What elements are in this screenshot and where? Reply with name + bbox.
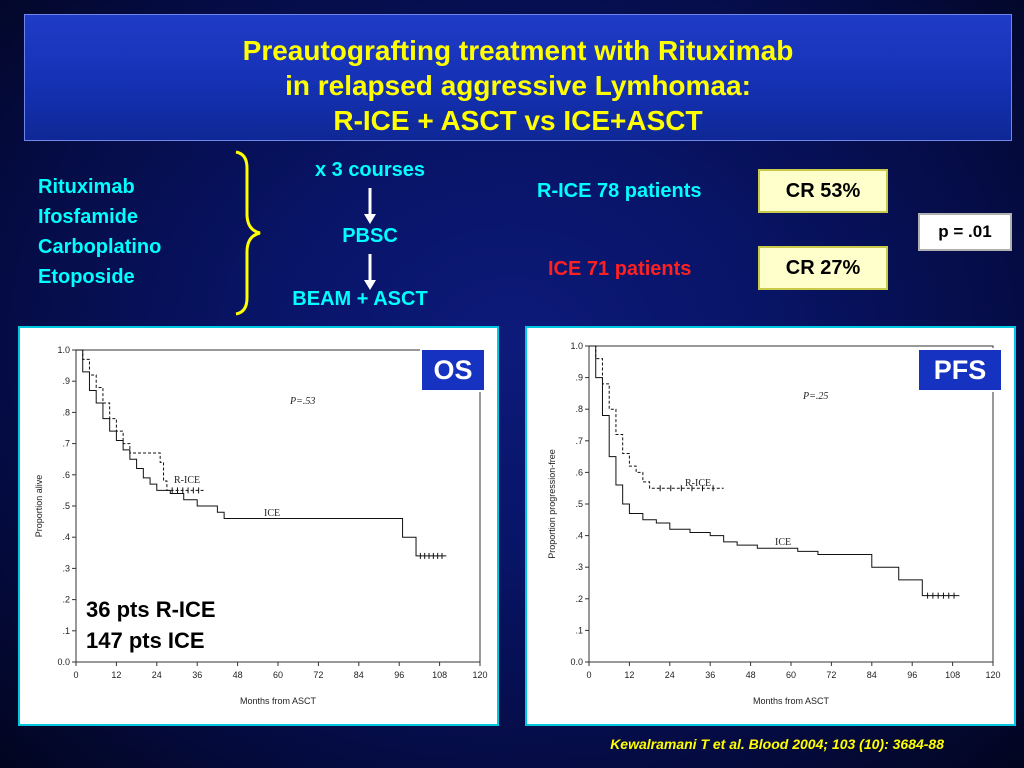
os-chart: 0.0 .1 .2 .3 .4 .5 .6 .7 .8 .9 1.0 0 12 24 36 48 60 72 84 9… bbox=[34, 345, 488, 706]
series-line-rice bbox=[76, 349, 204, 491]
x-tick-label: 84 bbox=[354, 670, 364, 680]
y-tick-label: 0.0 bbox=[57, 657, 70, 667]
x-tick-label: 108 bbox=[432, 670, 447, 680]
title-line-2: in relapsed aggressive Lymhomaa: bbox=[285, 70, 751, 101]
y-axis-label: Proportion alive bbox=[34, 475, 44, 538]
ice-arm-label: ICE 71 patients bbox=[548, 258, 692, 280]
y-tick-label: .1 bbox=[62, 626, 70, 636]
os-chart-panel: 0.0 .1 .2 .3 .4 .5 .6 .7 .8 .9 1.0 0 12 24 36 48 60 72 84 9… bbox=[18, 326, 499, 726]
pfs-tag: PFS bbox=[917, 348, 1003, 392]
arrow-down-icon bbox=[364, 254, 376, 290]
x-tick-label: 108 bbox=[945, 670, 960, 680]
y-tick-label: .6 bbox=[62, 470, 70, 480]
series-label: ICE bbox=[264, 508, 280, 519]
annotation-line: 147 pts ICE bbox=[86, 628, 205, 653]
y-tick-label: 1.0 bbox=[570, 341, 583, 351]
os-tag: OS bbox=[420, 348, 486, 392]
annotation-line: 36 pts R-ICE bbox=[86, 597, 216, 622]
x-tick-label: 96 bbox=[394, 670, 404, 680]
drug-item: Rituximab bbox=[38, 176, 135, 198]
y-tick-label: 1.0 bbox=[57, 345, 70, 355]
rice-arm-label: R-ICE 78 patients bbox=[537, 180, 702, 202]
patient-count-annotation: 36 pts R-ICE 147 pts ICE bbox=[86, 594, 216, 656]
y-tick-label: .5 bbox=[575, 499, 583, 509]
pfs-chart: 0.0 .1 .2 .3 .4 .5 .6 .7 .8 .9 1.0 0 12 24 36 48 60 72 84 9… bbox=[547, 341, 1001, 706]
drug-item: Carboplatino bbox=[38, 236, 162, 258]
x-tick-label: 0 bbox=[586, 670, 591, 680]
series-line-ice bbox=[589, 345, 960, 597]
y-tick-label: .7 bbox=[575, 436, 583, 446]
pbsc-step: PBSC bbox=[342, 225, 398, 247]
x-tick-label: 120 bbox=[985, 670, 1000, 680]
y-tick-label: .3 bbox=[62, 563, 70, 573]
y-tick-label: .7 bbox=[62, 439, 70, 449]
series-label: R-ICE bbox=[174, 475, 200, 486]
x-tick-label: 36 bbox=[705, 670, 715, 680]
y-tick-label: .5 bbox=[62, 501, 70, 511]
arrow-down-icon bbox=[364, 188, 376, 224]
x-tick-label: 60 bbox=[273, 670, 283, 680]
plot-frame bbox=[588, 345, 994, 663]
y-tick-label: .8 bbox=[62, 407, 70, 417]
series-line-ice bbox=[76, 349, 447, 557]
title-line-3: R-ICE + ASCT vs ICE+ASCT bbox=[333, 105, 703, 136]
x-tick-label: 60 bbox=[786, 670, 796, 680]
x-tick-label: 72 bbox=[826, 670, 836, 680]
y-tick-label: .4 bbox=[575, 531, 583, 541]
x-tick-label: 84 bbox=[867, 670, 877, 680]
drug-item: Ifosfamide bbox=[38, 206, 139, 228]
rice-cr-box: CR 53% bbox=[758, 169, 888, 213]
x-tick-label: 48 bbox=[746, 670, 756, 680]
y-axis-label: Proportion progression-free bbox=[547, 449, 557, 559]
x-axis-label: Months from ASCT bbox=[753, 696, 830, 706]
y-tick-label: .1 bbox=[575, 625, 583, 635]
y-tick-label: .6 bbox=[575, 467, 583, 477]
brace-icon bbox=[235, 150, 261, 316]
drug-item: Etoposide bbox=[38, 266, 135, 288]
p-value-box: p = .01 bbox=[918, 213, 1012, 251]
courses-step: x 3 courses bbox=[314, 159, 426, 181]
x-tick-label: 48 bbox=[233, 670, 243, 680]
x-tick-label: 24 bbox=[665, 670, 675, 680]
series-line-rice bbox=[589, 345, 724, 489]
p-value-label: P=.53 bbox=[289, 396, 315, 407]
x-tick-label: 72 bbox=[313, 670, 323, 680]
series-label: R-ICE bbox=[685, 478, 711, 489]
y-tick-label: 0.0 bbox=[570, 657, 583, 667]
y-tick-label: .2 bbox=[575, 594, 583, 604]
y-tick-label: .9 bbox=[575, 373, 583, 383]
x-tick-label: 36 bbox=[192, 670, 202, 680]
y-tick-label: .3 bbox=[575, 562, 583, 572]
pfs-chart-panel: 0.0 .1 .2 .3 .4 .5 .6 .7 .8 .9 1.0 0 12 24 36 48 60 72 84 9… bbox=[525, 326, 1016, 726]
x-tick-label: 96 bbox=[907, 670, 917, 680]
title-line-1: Preautografting treatment with Rituximab bbox=[242, 35, 794, 66]
y-tick-label: .8 bbox=[575, 404, 583, 414]
x-tick-label: 12 bbox=[624, 670, 634, 680]
y-tick-label: .4 bbox=[62, 532, 70, 542]
x-tick-label: 12 bbox=[111, 670, 121, 680]
series-label: ICE bbox=[775, 537, 791, 548]
beam-asct-step: BEAM + ASCT bbox=[292, 288, 428, 310]
y-tick-label: .9 bbox=[62, 376, 70, 386]
x-tick-label: 24 bbox=[152, 670, 162, 680]
title-banner: Preautografting treatment with Rituximab… bbox=[24, 14, 1012, 141]
x-axis-label: Months from ASCT bbox=[240, 696, 317, 706]
drug-list: Rituximab Ifosfamide Carboplatino Etopos… bbox=[38, 172, 161, 292]
citation: Kewalramani T et al. Blood 2004; 103 (10… bbox=[610, 736, 944, 752]
y-tick-label: .2 bbox=[62, 595, 70, 605]
x-tick-label: 120 bbox=[472, 670, 487, 680]
ice-cr-box: CR 27% bbox=[758, 246, 888, 290]
x-tick-label: 0 bbox=[73, 670, 78, 680]
p-value-label: P=.25 bbox=[802, 391, 828, 402]
